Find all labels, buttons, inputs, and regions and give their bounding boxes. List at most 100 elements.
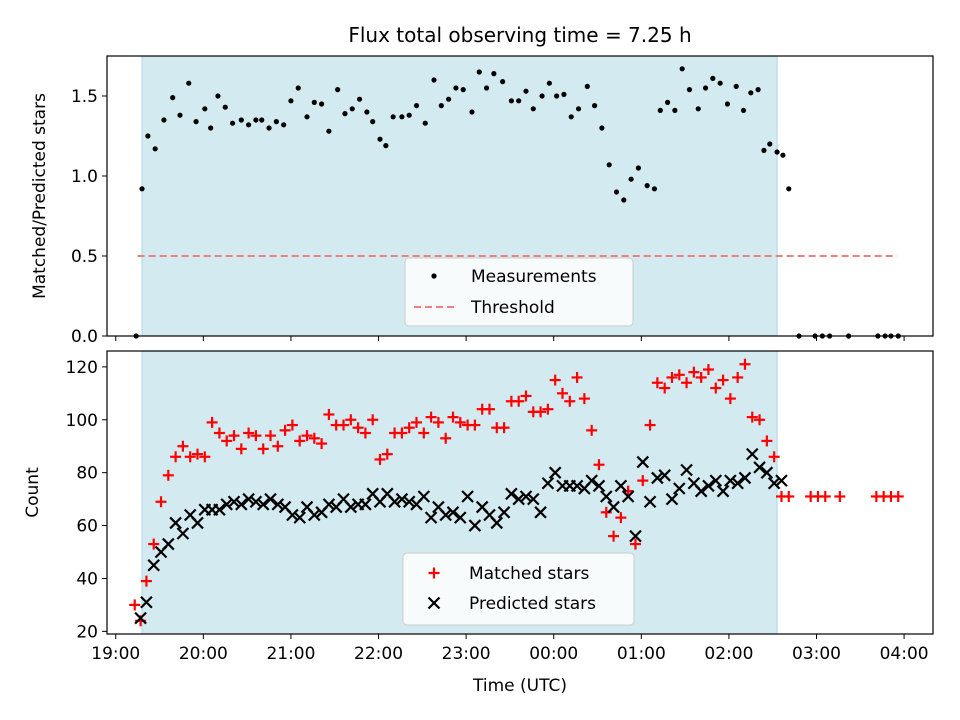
matched-star-point <box>513 395 525 407</box>
predicted-star-point <box>402 495 416 509</box>
matched-star-point <box>688 366 700 378</box>
y-tick-label: 60 <box>76 517 98 537</box>
measurement-point <box>664 99 671 105</box>
matched-star-point <box>746 411 758 423</box>
measurement-point <box>446 96 452 102</box>
predicted-star-point <box>760 466 774 479</box>
matched-star-point <box>578 393 590 405</box>
matched-star-point <box>140 575 152 587</box>
predicted-star-point <box>767 476 781 490</box>
measurement-point <box>516 98 522 104</box>
x-tick-label: 21:00 <box>266 644 315 664</box>
matched-star-point <box>155 496 167 508</box>
matched-star-point <box>184 451 196 463</box>
matched-star-point <box>637 475 649 487</box>
matched-star-point <box>374 453 386 465</box>
measurement-point <box>222 104 228 110</box>
measurement-point <box>710 75 716 81</box>
predicted-star-point <box>293 511 306 524</box>
measurement-point <box>266 125 272 131</box>
matched-star-point <box>593 459 605 471</box>
matched-star-point <box>710 382 722 394</box>
matched-star-point <box>702 364 714 376</box>
x-tick-label: 02:00 <box>704 644 753 664</box>
predicted-star-point <box>643 495 657 509</box>
predicted-star-point <box>745 447 759 461</box>
measurement-point <box>295 85 301 91</box>
measurement-point <box>740 107 747 113</box>
matched-star-point <box>286 419 298 431</box>
predicted-star-point <box>716 484 730 498</box>
matched-star-point <box>564 395 576 407</box>
y-tick-label: 80 <box>76 464 98 484</box>
measurement-point <box>161 117 167 123</box>
measurement-point <box>546 80 552 86</box>
predicted-star-point <box>446 506 460 519</box>
predicted-star-point <box>134 611 147 625</box>
measurement-point <box>177 112 183 118</box>
measurement-point <box>621 197 627 203</box>
matched-star-point <box>177 440 189 452</box>
predicted-star-point <box>614 479 628 493</box>
x-tick-label: 23:00 <box>442 644 491 664</box>
measurement-point <box>390 114 396 120</box>
matched-star-point <box>783 490 795 502</box>
predicted-star-point <box>738 471 752 485</box>
matched-star-point <box>265 430 277 442</box>
measurement-point <box>483 85 490 91</box>
predicted-star-point <box>607 500 620 514</box>
measurement-point <box>208 125 214 131</box>
predicted-star-point <box>388 495 401 509</box>
matched-star-point <box>243 427 255 439</box>
y-tick-label: 120 <box>66 358 98 378</box>
measurement-point <box>215 93 221 99</box>
matched-star-point <box>162 469 174 481</box>
measurement-point <box>635 165 641 171</box>
measurement-point <box>170 95 176 101</box>
measurement-point <box>672 107 678 113</box>
measurement-point <box>356 96 363 102</box>
matched-star-point <box>170 451 182 463</box>
legend-marker-measurements <box>431 273 437 279</box>
matched-star-point <box>294 435 306 447</box>
y-axis-label: Count <box>23 467 43 518</box>
measurement-point <box>508 98 514 104</box>
predicted-star-point <box>235 498 248 511</box>
predicted-star-point <box>344 500 358 514</box>
matched-star-point <box>367 414 379 426</box>
matched-star-point <box>681 377 693 389</box>
measurement-point <box>724 101 731 107</box>
axes-frame <box>106 55 934 337</box>
matched-star-point <box>323 408 335 420</box>
matched-star-point <box>615 512 627 524</box>
measurement-point <box>431 77 437 83</box>
count-panel: 20 40 60 80 100 120 19:00 20:00 21:00 22:00 23:00… <box>23 350 934 696</box>
x-tick-label: 01:00 <box>617 644 666 664</box>
x-tick-label: 00:00 <box>529 644 578 664</box>
measurement-point <box>613 189 620 195</box>
predicted-star-point <box>585 474 598 487</box>
measurement-point <box>679 66 685 72</box>
measurement-point <box>453 85 459 91</box>
matched-star-point <box>345 414 357 426</box>
matched-star-point <box>732 371 744 383</box>
axes-frame <box>106 350 934 635</box>
measurement-point <box>476 69 482 75</box>
matched-star-point <box>520 390 532 402</box>
matched-star-point <box>556 387 568 399</box>
predicted-star-point <box>636 455 650 469</box>
matched-star-point <box>673 369 685 381</box>
measurement-point <box>606 162 612 168</box>
predicted-star-point <box>672 482 686 495</box>
matched-star-point <box>250 430 262 442</box>
measurement-point <box>413 103 420 109</box>
predicted-star-point <box>680 463 693 477</box>
measurement-point <box>748 90 754 96</box>
matched-star-point <box>396 427 408 439</box>
matched-star-point <box>403 422 415 434</box>
predicted-star-point <box>519 490 533 503</box>
measurement-point <box>657 107 663 113</box>
predicted-star-point <box>249 495 263 509</box>
measurement-point <box>628 176 634 182</box>
measurement-point <box>288 98 294 104</box>
